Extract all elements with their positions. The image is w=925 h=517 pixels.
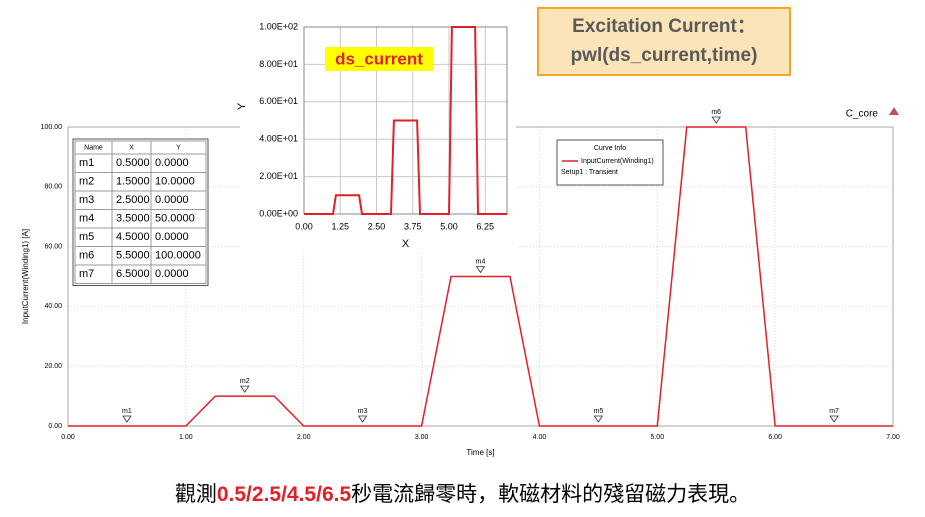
caption: 觀測0.5/2.5/4.5/6.5秒電流歸零時，軟磁材料的殘留磁力表現。	[0, 478, 925, 508]
x-tick-label: 0.00	[61, 434, 75, 441]
y-axis-label: Y	[236, 102, 248, 110]
y-tick-label: 0.00	[48, 423, 62, 430]
x-tick-label: 1.00	[179, 434, 193, 441]
callout-box	[537, 7, 791, 76]
x-tick-label: 3.75	[404, 221, 422, 231]
caption-highlight: 0.5/2.5/4.5/6.5	[216, 483, 352, 506]
marker-label: m7	[829, 408, 839, 415]
marker	[829, 415, 839, 423]
caption-text: 觀測	[174, 482, 217, 506]
title-icon	[889, 107, 899, 115]
x-tick-label: 5.00	[650, 434, 664, 441]
marker-label: m4	[476, 258, 486, 265]
title-bg	[325, 47, 433, 71]
table-text: m4	[79, 213, 94, 225]
x-axis-label: Time [s]	[466, 448, 494, 457]
y-tick-label: 4.00E+01	[259, 134, 298, 144]
table-text: 0.5000	[116, 157, 150, 169]
table-text: m2	[79, 176, 94, 188]
table-text: 6.5000	[116, 268, 150, 280]
x-axis-label: X	[402, 238, 410, 250]
marker-label: m1	[122, 408, 132, 415]
x-tick-label: 6.25	[476, 221, 494, 231]
table-text: 10.0000	[155, 176, 195, 188]
caption-text: 秒電流歸零時，軟磁材料的殘留磁力表現。	[351, 482, 751, 506]
table-text: 50.0000	[155, 213, 195, 225]
x-tick-label: 2.50	[368, 221, 386, 231]
table-text: 4.5000	[116, 231, 150, 243]
chart-title: C_core	[846, 109, 879, 120]
x-tick-label: 5.00	[440, 221, 458, 231]
table-text: 2.5000	[116, 194, 150, 206]
table-text: m7	[79, 268, 94, 280]
table-text: m3	[79, 194, 94, 206]
y-tick-label: 100.00	[41, 124, 63, 131]
table-text: 5.5000	[116, 250, 150, 262]
table-text: 0.0000	[155, 194, 189, 206]
marker	[122, 415, 132, 423]
marker	[240, 385, 250, 393]
slide: 0.00 20.00 40.00 60.00 80.00 100.00 0.00 1.00 2.…	[21, 7, 900, 457]
marker-label: m5	[593, 408, 603, 415]
table-text: 0.0000	[155, 268, 189, 280]
legend-box	[556, 139, 664, 186]
callout-line: pwl(ds_current,time)	[571, 45, 758, 66]
y-tick-label: 60.00	[44, 243, 62, 250]
y-tick-label: 20.00	[44, 363, 62, 370]
legend-entry: InputCurrent(Winding1)	[581, 158, 654, 165]
x-tick-label: 3.00	[415, 434, 429, 441]
x-tick-label: 6.00	[768, 434, 782, 441]
marker	[357, 415, 368, 423]
table-header: Y	[176, 144, 181, 151]
y-tick-label: 2.00E+01	[259, 171, 298, 181]
y-axis-label: InputCurrent(Winding1) [A]	[21, 229, 30, 324]
y-tick-label: 40.00	[44, 303, 62, 310]
table-text: m5	[79, 231, 94, 243]
table-text: 100.0000	[155, 250, 201, 262]
marker	[593, 415, 604, 423]
table-text: 0.0000	[155, 157, 189, 169]
table-text: 1.5000	[116, 176, 150, 188]
plot-frame	[303, 26, 508, 215]
series-line	[304, 26, 507, 215]
y-tick-label: 80.00	[44, 184, 62, 191]
table-cell	[150, 264, 207, 284]
table-text: 0.0000	[155, 231, 189, 243]
x-tick-label: 2.00	[297, 434, 311, 441]
table-text: 3.5000	[116, 213, 150, 225]
x-tick-label: 0.00	[295, 221, 313, 231]
series-line	[68, 126, 893, 427]
table-header: Name	[84, 144, 103, 151]
marker	[475, 266, 486, 274]
chart-title: ds_current	[335, 49, 423, 68]
x-tick-label: 7.00	[886, 434, 900, 441]
y-tick-label: 6.00E+01	[259, 96, 298, 106]
legend-title: Curve Info	[594, 145, 626, 152]
y-tick-label: 0.00E+00	[259, 208, 298, 218]
y-tick-label: 1.00E+02	[259, 21, 298, 31]
legend-note: Setup1 : Transient	[561, 169, 618, 176]
x-tick-label: 4.00	[533, 434, 547, 441]
marker-label: m6	[711, 109, 721, 116]
marker-label: m3	[358, 408, 368, 415]
marker-label: m2	[240, 378, 250, 385]
y-tick-label: 8.00E+01	[259, 59, 298, 69]
x-tick-label: 1.25	[331, 221, 349, 231]
marker	[711, 116, 721, 124]
table-header: X	[129, 144, 134, 151]
table-text: m1	[79, 157, 94, 169]
callout-line: Excitation Current：	[572, 16, 756, 37]
table-text: m6	[79, 250, 94, 262]
